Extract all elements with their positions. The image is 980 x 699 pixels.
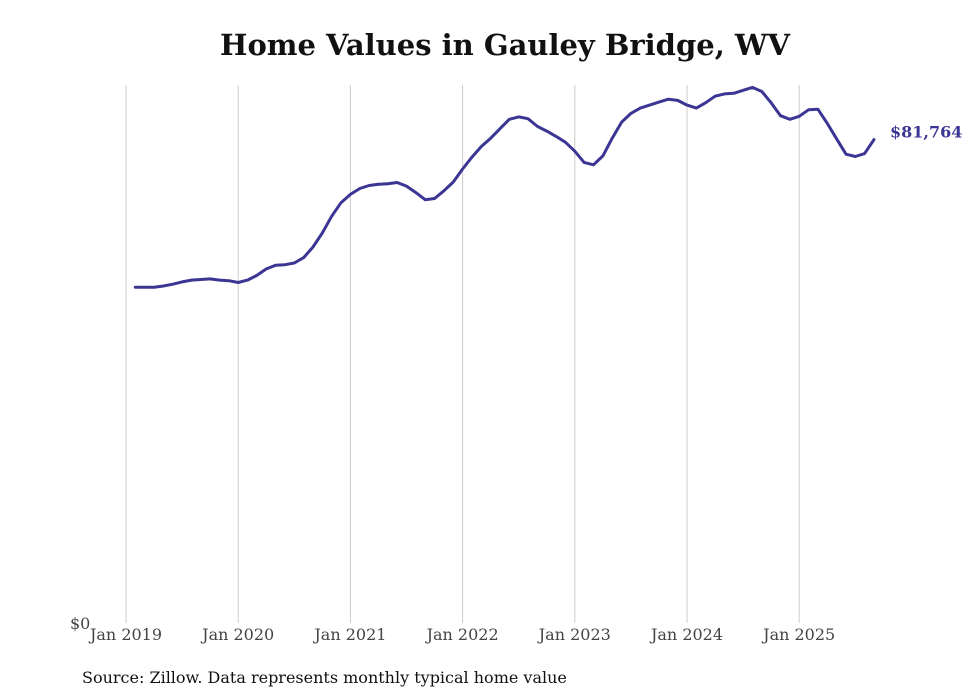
x-axis-ticks: Jan 2019 Jan 2020 Jan 2021 Jan 2022 Jan 2023…	[88, 625, 835, 644]
x-tick-label-2023: Jan 2023	[537, 625, 611, 644]
x-tick-label-2020: Jan 2020	[200, 625, 274, 644]
y-axis-zero-label: $0	[70, 614, 90, 633]
chart-title: Home Values in Gauley Bridge, WV	[220, 28, 790, 62]
x-tick-label-2025: Jan 2025	[761, 625, 835, 644]
x-tick-label-2019: Jan 2019	[88, 625, 162, 644]
source-note: Source: Zillow. Data represents monthly …	[82, 668, 567, 687]
x-tick-label-2024: Jan 2024	[649, 625, 723, 644]
line-chart: Jan 2019 Jan 2020 Jan 2021 Jan 2022 Jan 2023…	[70, 85, 962, 644]
gridlines	[125, 85, 800, 623]
x-tick-label-2021: Jan 2021	[312, 625, 386, 644]
end-value-label: $81,764	[890, 123, 962, 142]
series-line	[133, 85, 876, 289]
x-tick-label-2022: Jan 2022	[425, 625, 499, 644]
